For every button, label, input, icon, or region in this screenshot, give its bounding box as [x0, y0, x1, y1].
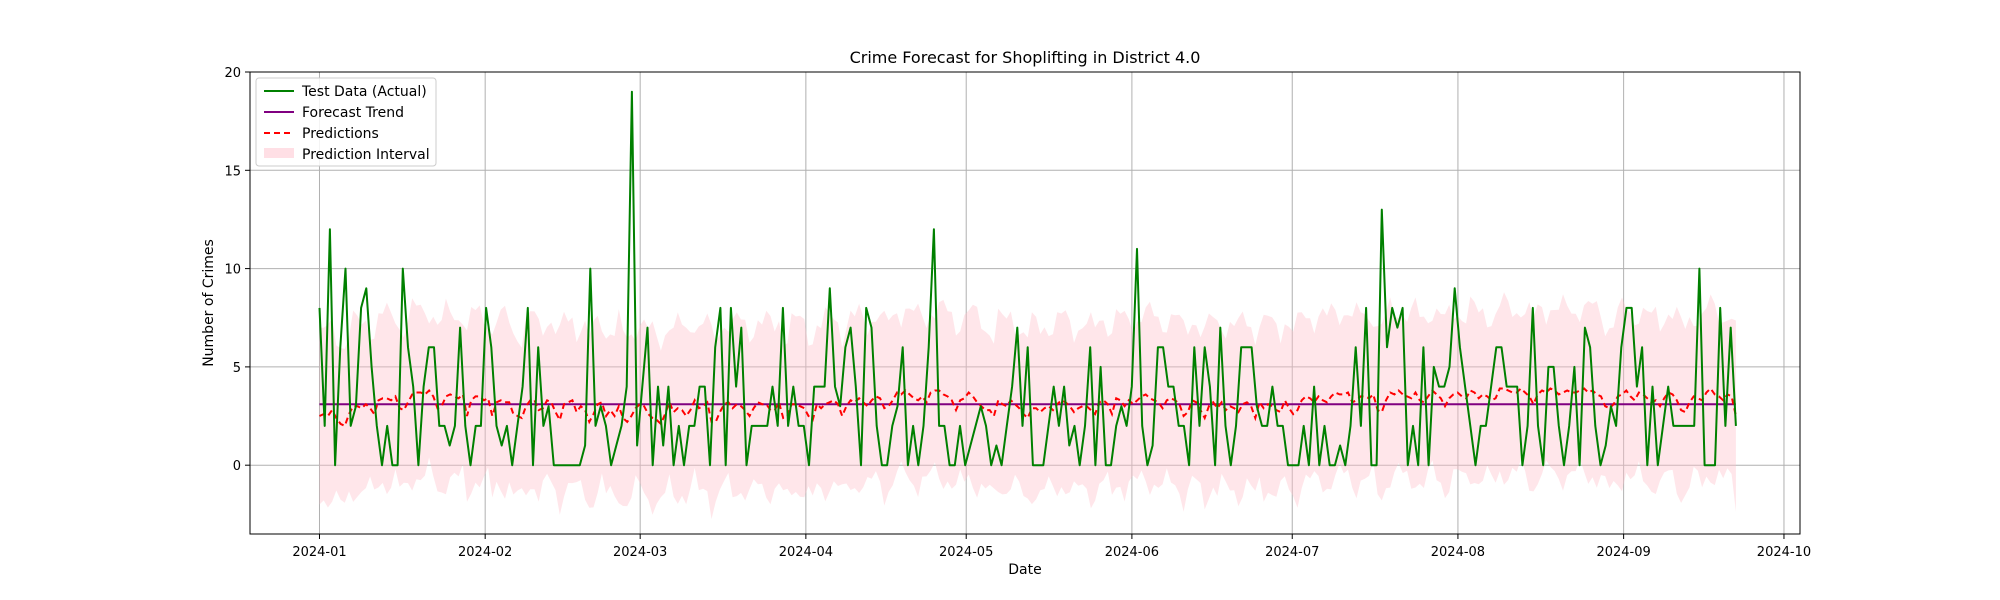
legend-swatch-interval	[264, 148, 294, 158]
x-axis-label: Date	[1008, 562, 1041, 578]
chart-title: Crime Forecast for Shoplifting in Distri…	[850, 48, 1201, 67]
y-tick-label: 0	[233, 459, 241, 474]
predictions-line	[319, 386, 1737, 428]
legend-label-predictions: Predictions	[302, 126, 379, 142]
actual-data-line	[318, 90, 1737, 467]
x-tick-label: 2024-07	[1265, 545, 1319, 560]
y-tick-label: 15	[224, 164, 241, 179]
x-tick-label: 2024-06	[1105, 545, 1159, 560]
x-tick-label: 2024-03	[613, 545, 667, 560]
legend-box	[255, 77, 437, 167]
x-tick-label: 2024-01	[292, 545, 346, 560]
y-axis-ticks: 0 5 10 15 20	[224, 66, 250, 474]
x-tick-label: 2024-04	[779, 545, 833, 560]
x-tick-label: 2024-08	[1431, 545, 1485, 560]
series-lines	[318, 90, 1737, 467]
legend: Test Data (Actual) Forecast Trend Predic…	[255, 77, 437, 167]
x-axis-ticks: 2024-01 2024-02 2024-03 2024-04 2024-05 2024-…	[292, 534, 1811, 560]
x-tick-label: 2024-10	[1757, 545, 1811, 560]
legend-label-actual: Test Data (Actual)	[301, 84, 427, 100]
x-tick-label: 2024-02	[458, 545, 512, 560]
y-tick-label: 5	[233, 361, 241, 376]
plot-frame	[249, 71, 1801, 535]
y-tick-label: 20	[224, 66, 241, 81]
y-axis-label: Number of Crimes	[201, 239, 217, 367]
x-tick-label: 2024-05	[939, 545, 993, 560]
legend-label-interval: Prediction Interval	[302, 147, 430, 163]
y-tick-label: 10	[224, 263, 241, 278]
x-tick-label: 2024-09	[1596, 545, 1650, 560]
legend-label-trend: Forecast Trend	[302, 105, 404, 121]
